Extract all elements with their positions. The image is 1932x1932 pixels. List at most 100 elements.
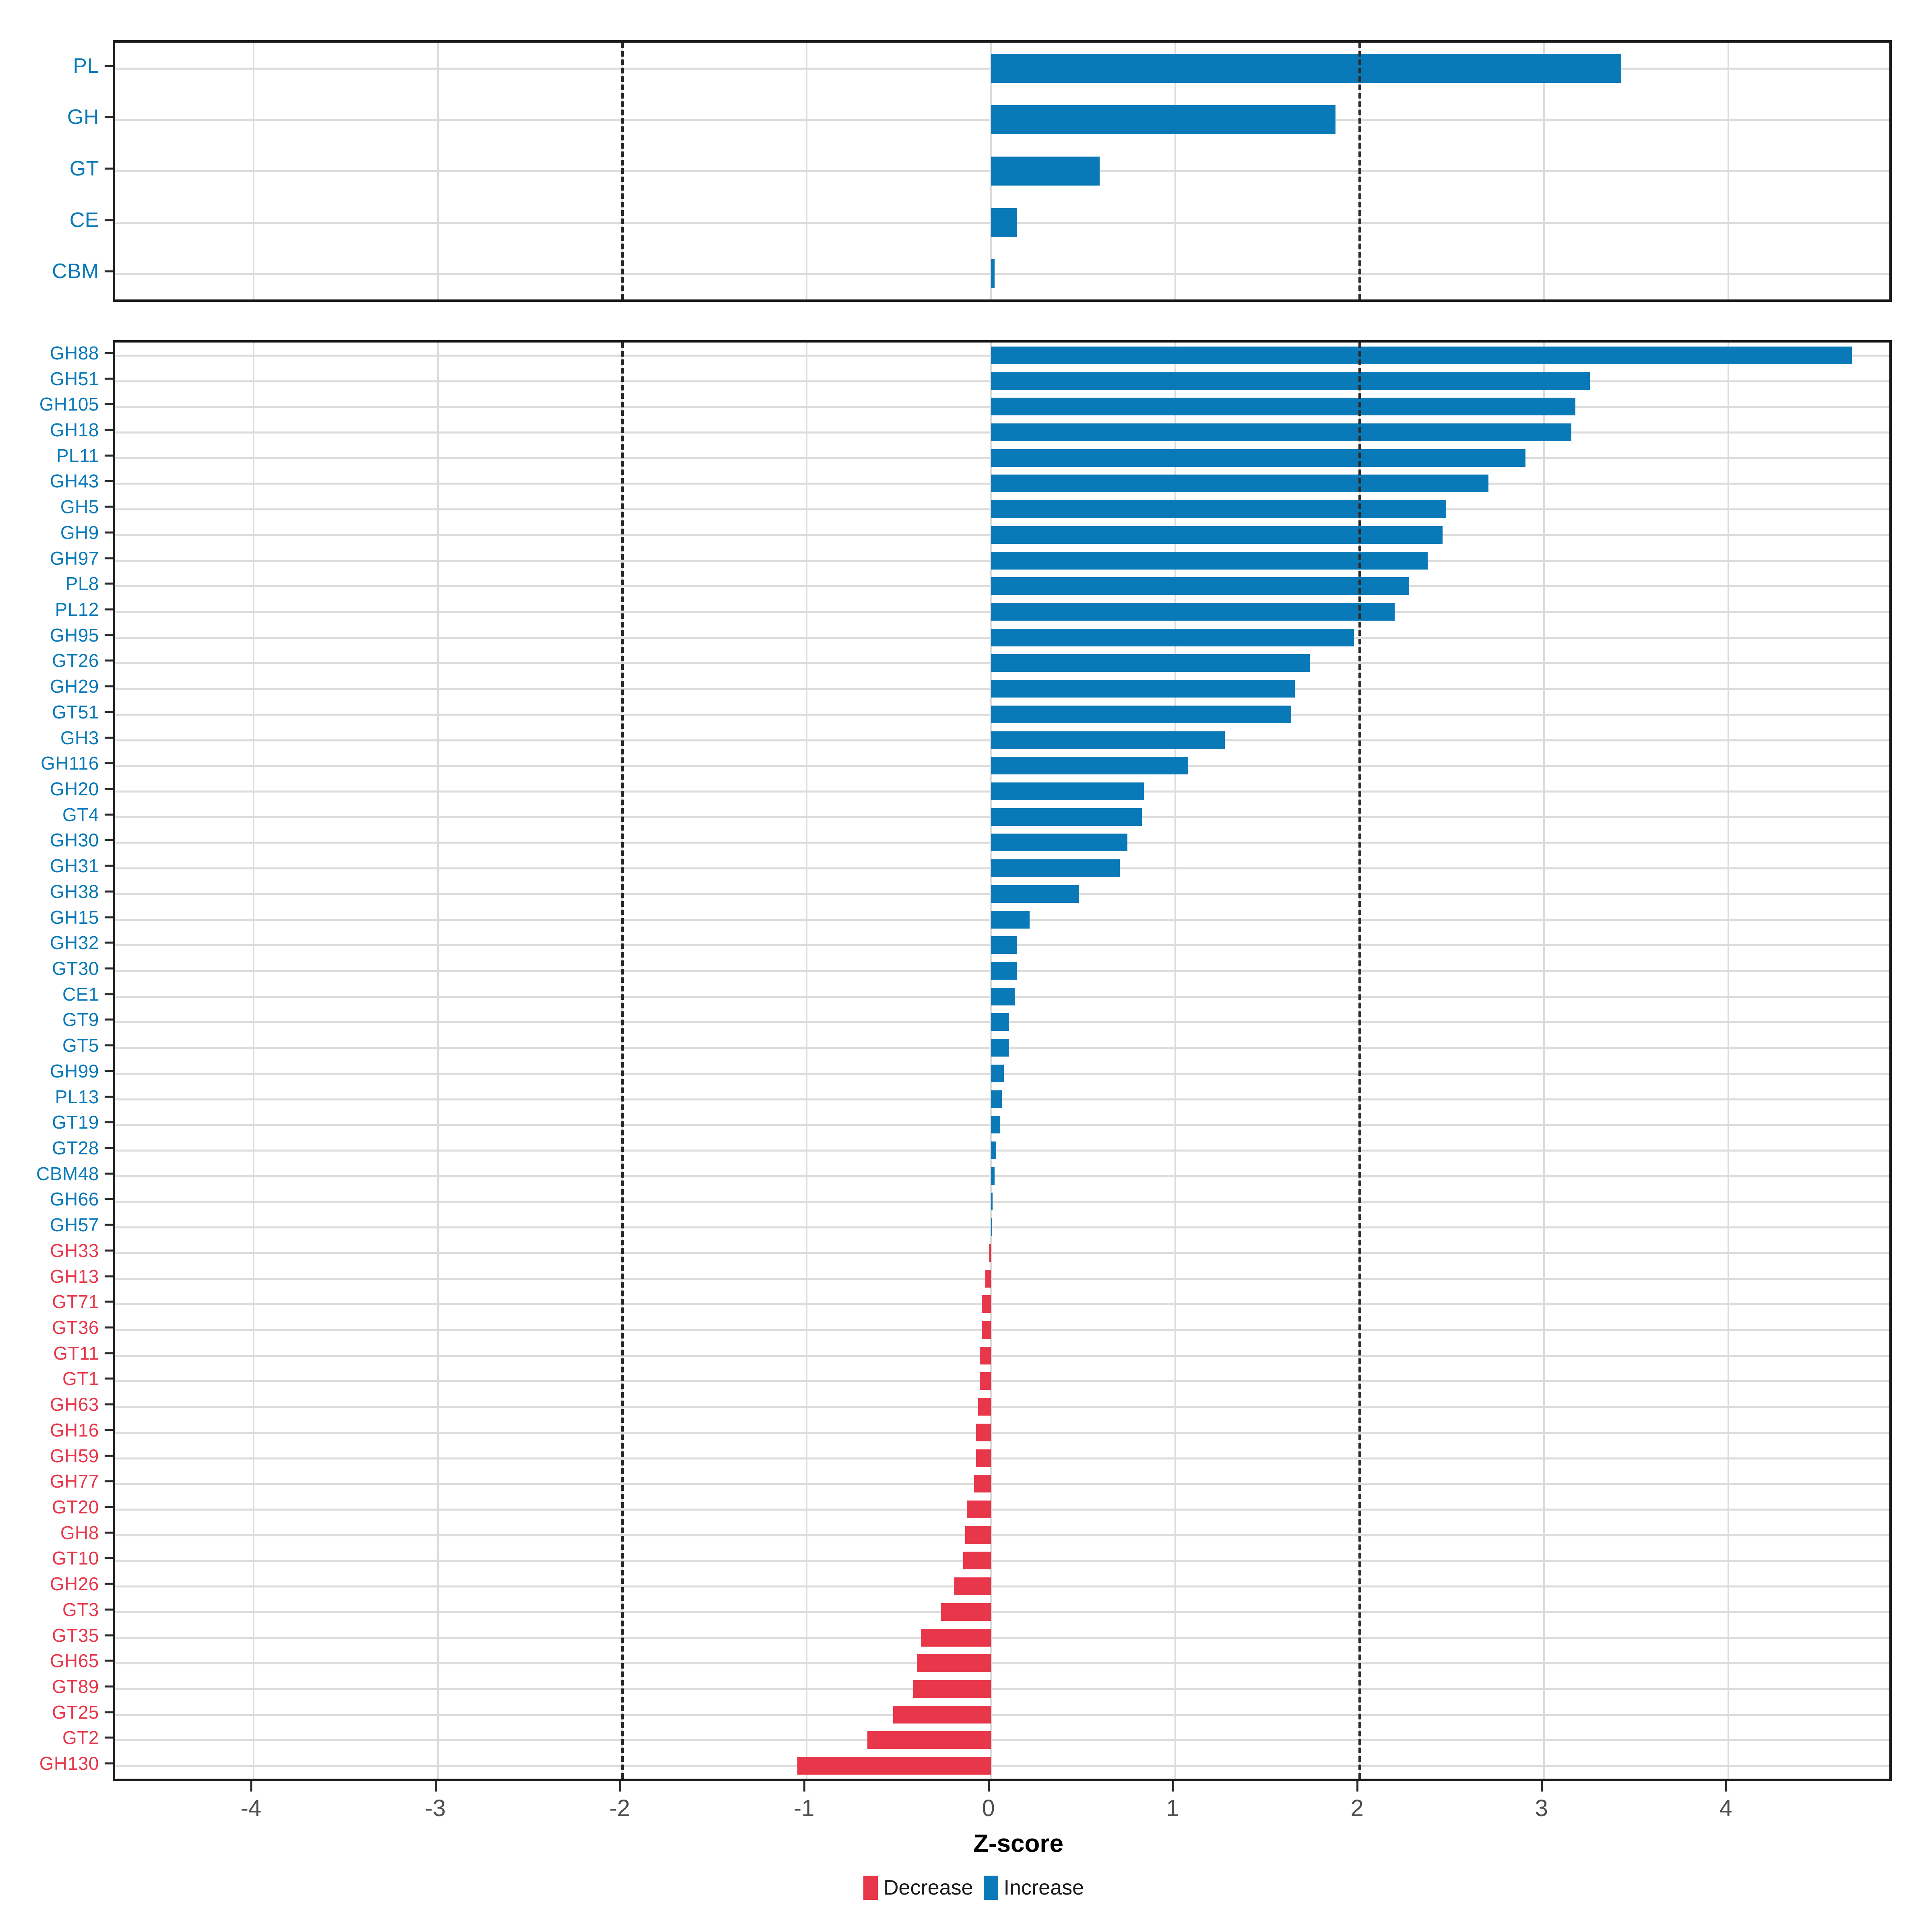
bar-GH3[interactable] [991,731,1225,749]
bar-GH15[interactable] [991,910,1030,929]
legend-item[interactable]: Decrease [863,1876,973,1900]
y-axis-label-GT30: GT30 [52,958,99,979]
bar-GT35[interactable] [921,1629,991,1647]
bar-GH8[interactable] [965,1526,991,1544]
bar-GH16[interactable] [976,1423,991,1441]
y-axis-label-GH33: GH33 [50,1240,99,1261]
bar-GT4[interactable] [991,808,1142,826]
bar-GH97[interactable] [991,551,1428,570]
y-axis-label-GH77: GH77 [50,1471,99,1492]
bar-GH99[interactable] [991,1064,1004,1082]
bar-GH29[interactable] [991,680,1295,698]
y-axis-tick [105,1275,113,1278]
bar-PL13[interactable] [991,1090,1002,1108]
y-axis-label-GT25: GT25 [52,1701,99,1723]
bar-GT20[interactable] [967,1501,991,1518]
gridline-horizontal [115,1534,1889,1536]
bar-GH95[interactable] [991,628,1354,646]
bar-CBM48[interactable] [991,1167,995,1185]
bar-GH77[interactable] [974,1475,991,1493]
bar-GH5[interactable] [991,500,1446,518]
class-level-panel [113,40,1892,302]
bar-GT28[interactable] [991,1141,997,1159]
bar-GH33[interactable] [989,1244,991,1262]
bar-GH30[interactable] [991,834,1127,852]
bar-GH13[interactable] [985,1269,991,1288]
bar-GH116[interactable] [991,757,1188,775]
bar-GH9[interactable] [991,526,1443,544]
x-axis: -4 -3 -2 -1 0 1 2 3 4 [113,1781,1892,1829]
bar-GT[interactable] [991,157,1100,186]
family-level-y-axis: GH88 GH51 GH105 GH18 PL11 GH43 GH5 GH9 GH97 PL8 PL… [0,340,113,1781]
y-axis-tick [105,1660,113,1662]
bar-GT89[interactable] [913,1680,991,1698]
y-axis-tick [105,116,113,118]
y-axis-label-GH97: GH97 [50,547,99,569]
bar-CE[interactable] [991,208,1017,237]
bar-GT5[interactable] [991,1039,1009,1057]
bar-GH65[interactable] [917,1654,991,1672]
y-axis-tick [105,1403,113,1406]
bar-GT36[interactable] [981,1321,991,1339]
bar-PL12[interactable] [991,603,1395,621]
reference-line [1358,43,1361,299]
bar-GH105[interactable] [991,398,1575,416]
bar-GH26[interactable] [954,1577,991,1596]
bar-GH[interactable] [991,105,1336,134]
bar-GH88[interactable] [991,346,1852,364]
bar-GH38[interactable] [991,885,1080,903]
bar-GH20[interactable] [991,782,1144,800]
bar-GH59[interactable] [976,1449,991,1467]
bar-GT1[interactable] [980,1372,991,1390]
bar-GT19[interactable] [991,1116,1000,1134]
y-axis-label-PL11: PL11 [56,445,99,466]
y-axis-tick [105,1557,113,1559]
bar-GH51[interactable] [991,372,1590,390]
y-axis-label-GH13: GH13 [50,1265,99,1287]
bar-CE1[interactable] [991,987,1015,1005]
y-axis-label-GT2: GT2 [62,1727,99,1748]
bar-PL8[interactable] [991,577,1410,595]
bar-GT11[interactable] [980,1346,991,1364]
bar-GH63[interactable] [978,1398,991,1416]
bar-GH130[interactable] [797,1757,991,1775]
bar-GH43[interactable] [991,475,1489,493]
bar-GT26[interactable] [991,654,1310,672]
x-axis-tick-label: -4 [240,1795,262,1821]
y-axis-label-GH16: GH16 [50,1419,99,1441]
y-axis-label-GH32: GH32 [50,932,99,954]
x-axis-tick [803,1781,805,1792]
bar-GT71[interactable] [981,1295,991,1313]
gridline-horizontal [115,273,1889,275]
legend-item[interactable]: Increase [983,1876,1084,1900]
bar-PL[interactable] [991,54,1622,83]
x-axis-tick [250,1781,252,1792]
bar-PL11[interactable] [991,449,1525,467]
gridline-horizontal [115,1457,1889,1459]
bar-GH32[interactable] [991,936,1017,954]
x-axis-tick [434,1781,437,1792]
bar-GT10[interactable] [963,1552,991,1570]
y-axis-tick [105,1172,113,1175]
bar-CBM[interactable] [991,259,995,289]
y-axis-label-GH116: GH116 [41,753,99,774]
bar-GT9[interactable] [991,1013,1009,1031]
bar-GH66[interactable] [991,1193,993,1211]
y-axis-tick [105,429,113,431]
family-level-plot-area [115,343,1889,1779]
bar-GT30[interactable] [991,962,1017,980]
bar-GH57[interactable] [991,1218,992,1236]
bar-GT51[interactable] [991,705,1292,723]
y-axis-label-GT5: GT5 [62,1035,99,1056]
bar-GT2[interactable] [867,1731,991,1749]
gridline-horizontal [115,1124,1889,1126]
x-axis-tick [1540,1781,1543,1792]
bar-GH18[interactable] [991,423,1572,441]
y-axis-label-GT10: GT10 [52,1548,99,1569]
class-level-y-axis: PL GH GT CE CBM [0,40,113,302]
y-axis-tick [105,1300,113,1303]
bar-GH31[interactable] [991,859,1120,877]
gridline-vertical [1174,343,1176,1779]
bar-GT25[interactable] [893,1705,991,1724]
bar-GT3[interactable] [941,1603,991,1621]
